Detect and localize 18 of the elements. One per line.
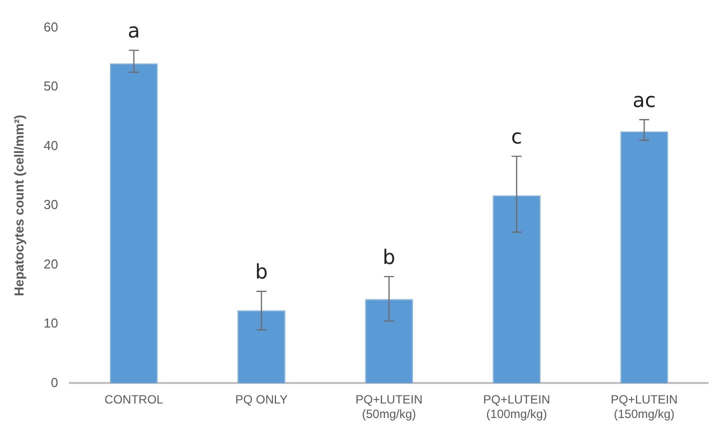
x-tick-label: CONTROL — [104, 392, 164, 407]
y-axis-title: Hepatocytes count (cell/mm²) — [11, 114, 26, 296]
x-tick-label: PQ+LUTEIN (50mg/kg) — [356, 392, 423, 422]
annotation: b — [382, 244, 396, 269]
y-tick-label: 0 — [50, 374, 58, 390]
y-tick-label: 30 — [44, 197, 58, 212]
y-tick-label: 50 — [44, 78, 58, 94]
annotation: c — [511, 124, 522, 149]
annotation: a — [128, 18, 140, 43]
y-tick-label: 60 — [44, 19, 58, 34]
y-tick-label: 40 — [44, 138, 58, 153]
y-tick-label: 20 — [44, 256, 58, 272]
x-tick-label: PQ+LUTEIN (100mg/kg) — [483, 392, 550, 422]
y-tick-label: 10 — [44, 316, 58, 331]
annotation: b — [255, 260, 268, 284]
annotation: ac — [632, 88, 656, 112]
x-tick-label: PQ ONLY — [235, 392, 288, 407]
x-tick-label: PQ+LUTEIN (150mg/kg) — [610, 392, 678, 422]
